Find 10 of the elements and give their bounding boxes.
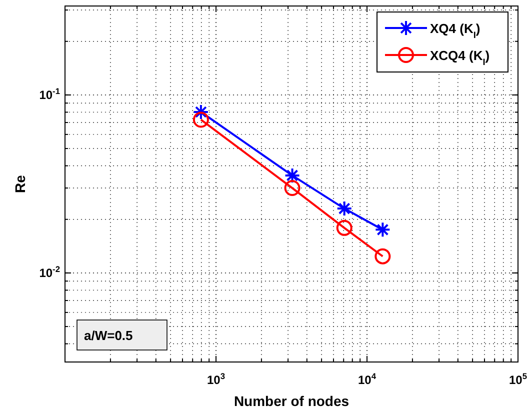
x-tick-label: 10$^{5}$ (508, 371, 528, 387)
annotation: a/W=0.5 (84, 328, 133, 343)
y-tick-label: 10$^{-1}$ (39, 86, 60, 102)
y-tick-label: 10$^{-2}$ (39, 264, 60, 280)
x-tick-label: 10$^{3}$ (206, 371, 226, 387)
y-axis-title: Re (12, 174, 28, 193)
legend-label: XCQ4 (K$_{I}$) (430, 48, 490, 67)
x-axis-title: Number of nodes (234, 393, 350, 409)
x-tick-label: 10$^{4}$ (358, 371, 376, 387)
legend-label: XQ4 (K$_{I}$) (430, 21, 480, 40)
